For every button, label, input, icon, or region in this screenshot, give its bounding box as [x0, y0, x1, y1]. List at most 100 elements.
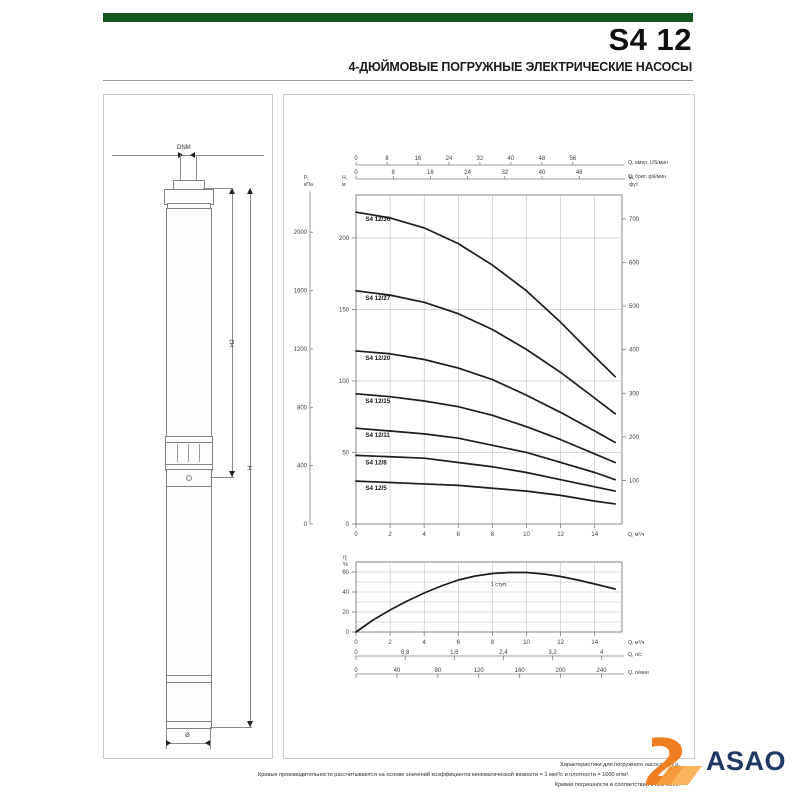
head-curves-group: S4 12/36 S4 12/27 S4 12/20 S4 12/15 S4 12/11… — [355, 211, 617, 505]
tick-eff-q-ls-1.6: 1,6 — [450, 650, 459, 656]
suction-slot-2 — [188, 444, 189, 462]
tick-q-us-48: 48 — [539, 156, 546, 162]
head-curve-s4-12-36 — [355, 211, 617, 378]
curve-label-s4-12-27: S4 12/27 — [365, 295, 390, 302]
eff-chart-gridlines — [356, 561, 622, 632]
h2-label: H2 — [230, 339, 236, 347]
tick-eff-q-lmin-40: 40 — [394, 668, 401, 674]
tick-eff-q-lmin-120: 120 — [474, 668, 485, 674]
tick-q-us-56: 56 — [569, 156, 576, 162]
footnote-line-2: Кривые производительности рассчитываются… — [258, 772, 630, 778]
axis-label-eff-q-lmin: Q, л/мин — [628, 670, 649, 676]
axis-label-eff-q-ls: Q, л/с — [628, 652, 642, 658]
tick-eff-q-m3h-4: 4 — [423, 640, 427, 646]
tick-h-m-150: 150 — [339, 307, 350, 313]
tick-h-m-50: 50 — [342, 450, 349, 456]
tick-eta-40: 40 — [342, 590, 349, 596]
axis-label-hft-symbol: H, — [629, 175, 634, 181]
dnm-extension-left — [180, 155, 181, 181]
pump-suction-interconnector — [165, 442, 213, 466]
tick-q-imp-32: 32 — [501, 170, 508, 176]
tick-q-us-40: 40 — [508, 156, 515, 162]
tick-eff-q-m3h-10: 10 — [523, 640, 530, 646]
tick-q-m3h-12: 12 — [557, 532, 564, 538]
h2-arrow-top-icon — [229, 188, 235, 194]
tick-eff-q-m3h-2: 2 — [388, 640, 392, 646]
efficiency-curve — [355, 571, 617, 633]
asao-logo: ASAO — [644, 736, 786, 786]
tick-eta-0: 0 — [346, 630, 350, 636]
tick-q-m3h-6: 6 — [457, 532, 461, 538]
tick-eff-q-ls-0.8: 0,8 — [401, 650, 410, 656]
tick-q-imp-40: 40 — [539, 170, 546, 176]
tick-q-imp-48: 48 — [576, 170, 583, 176]
footnote-line-1: Характеристики для погружного насоса 50 … — [560, 762, 680, 768]
tick-q-m3h-14: 14 — [591, 532, 598, 538]
dnm-dimension-line — [112, 155, 264, 156]
tick-eff-q-m3h-0: 0 — [354, 640, 358, 646]
tick-eff-q-lmin-200: 200 — [556, 668, 567, 674]
tick-q-imp-24: 24 — [464, 170, 471, 176]
tick-q-m3h-8: 8 — [491, 532, 495, 538]
tick-q-imp-16: 16 — [427, 170, 434, 176]
page-subtitle: 4-ДЮЙМОВЫЕ ПОГРУЖНЫЕ ЭЛЕКТРИЧЕСКИЕ НАСОС… — [348, 60, 693, 74]
curve-label-s4-12-5: S4 12/5 — [365, 485, 387, 492]
motor-body — [166, 486, 212, 677]
h2-extension-bottom — [210, 477, 234, 478]
tick-p-1600: 1600 — [294, 289, 308, 295]
tick-q-us-24: 24 — [446, 156, 453, 162]
pump-drawing-panel: DNM H2 H Ø — [103, 94, 273, 759]
header-green-bar — [103, 13, 693, 22]
tick-p-800: 800 — [297, 405, 308, 411]
motor-band-lower — [166, 721, 212, 729]
head-chart-plot-box — [355, 194, 623, 525]
tick-eff-q-m3h-8: 8 — [491, 640, 495, 646]
tick-eff-q-lmin-80: 80 — [435, 668, 442, 674]
tick-q-imp-8: 8 — [392, 170, 396, 176]
tick-q-us-32: 32 — [477, 156, 484, 162]
tick-eff-q-ls-3.2: 3,2 — [548, 650, 557, 656]
footnote-line-3: Кривая погрешности в соответствии с ISO … — [554, 782, 680, 788]
tick-q-imp-0: 0 — [354, 170, 358, 176]
header-divider — [103, 80, 693, 81]
head-curve-s4-12-20 — [355, 350, 617, 444]
curve-label-s4-12-15: S4 12/15 — [365, 398, 390, 405]
axis-pressure-kpa: 0 400 800 1200 1600 2000 P,кПа — [294, 175, 313, 528]
axis-label-h-symbol: H, — [342, 175, 347, 181]
head-curve-s4-12-27 — [355, 289, 617, 415]
tick-eff-q-m3h-6: 6 — [457, 640, 461, 646]
head-chart-gridlines — [356, 195, 622, 524]
page-title: S4 12 — [608, 22, 692, 57]
asao-mark-icon — [645, 737, 702, 785]
axis-eff-q-m3h: 0 2 4 6 8 10 12 14 Q, м³/ч — [354, 632, 645, 646]
diameter-label: Ø — [185, 733, 190, 739]
diameter-arrow-left-icon — [166, 740, 171, 746]
tick-eff-q-ls-0: 0 — [354, 650, 358, 656]
tick-eta-60: 60 — [342, 570, 349, 576]
axis-label-hft-unit: фут. — [629, 182, 639, 188]
axis-efficiency-percent: 0 20 40 60 η% — [342, 554, 356, 636]
tick-eff-q-lmin-240: 240 — [597, 668, 608, 674]
tick-h-ft-600: 600 — [629, 261, 640, 267]
dnm-label: DNM — [177, 145, 191, 151]
axis-eff-q-lmin: 0 40 80 120 160 200 240 Q, л/мин — [354, 668, 649, 678]
axis-q-imp-gpm: 0 8 16 24 32 40 48 Q, брит. gal/мин — [354, 170, 666, 180]
tick-h-ft-400: 400 — [629, 348, 640, 354]
axis-label-eta-unit: % — [343, 562, 348, 568]
tick-h-ft-100: 100 — [629, 478, 640, 484]
axis-q-m3h: 0 2 4 6 8 10 12 14 Q, м³/ч — [354, 524, 645, 538]
tick-q-us-0: 0 — [354, 156, 358, 162]
suction-slot-1 — [177, 444, 178, 462]
diameter-arrow-right-icon — [205, 740, 210, 746]
h-extension-bottom — [210, 727, 252, 728]
tick-eta-20: 20 — [342, 610, 349, 616]
tick-eff-q-m3h-14: 14 — [591, 640, 598, 646]
tick-q-m3h-0: 0 — [354, 532, 358, 538]
axis-label-q-m3h: Q, м³/ч — [628, 532, 645, 538]
tick-eff-q-lmin-0: 0 — [354, 668, 358, 674]
tick-h-ft-200: 200 — [629, 435, 640, 441]
h2-dimension-line — [232, 188, 233, 477]
dnm-extension-right — [196, 155, 197, 181]
tick-q-m3h-4: 4 — [423, 532, 427, 538]
